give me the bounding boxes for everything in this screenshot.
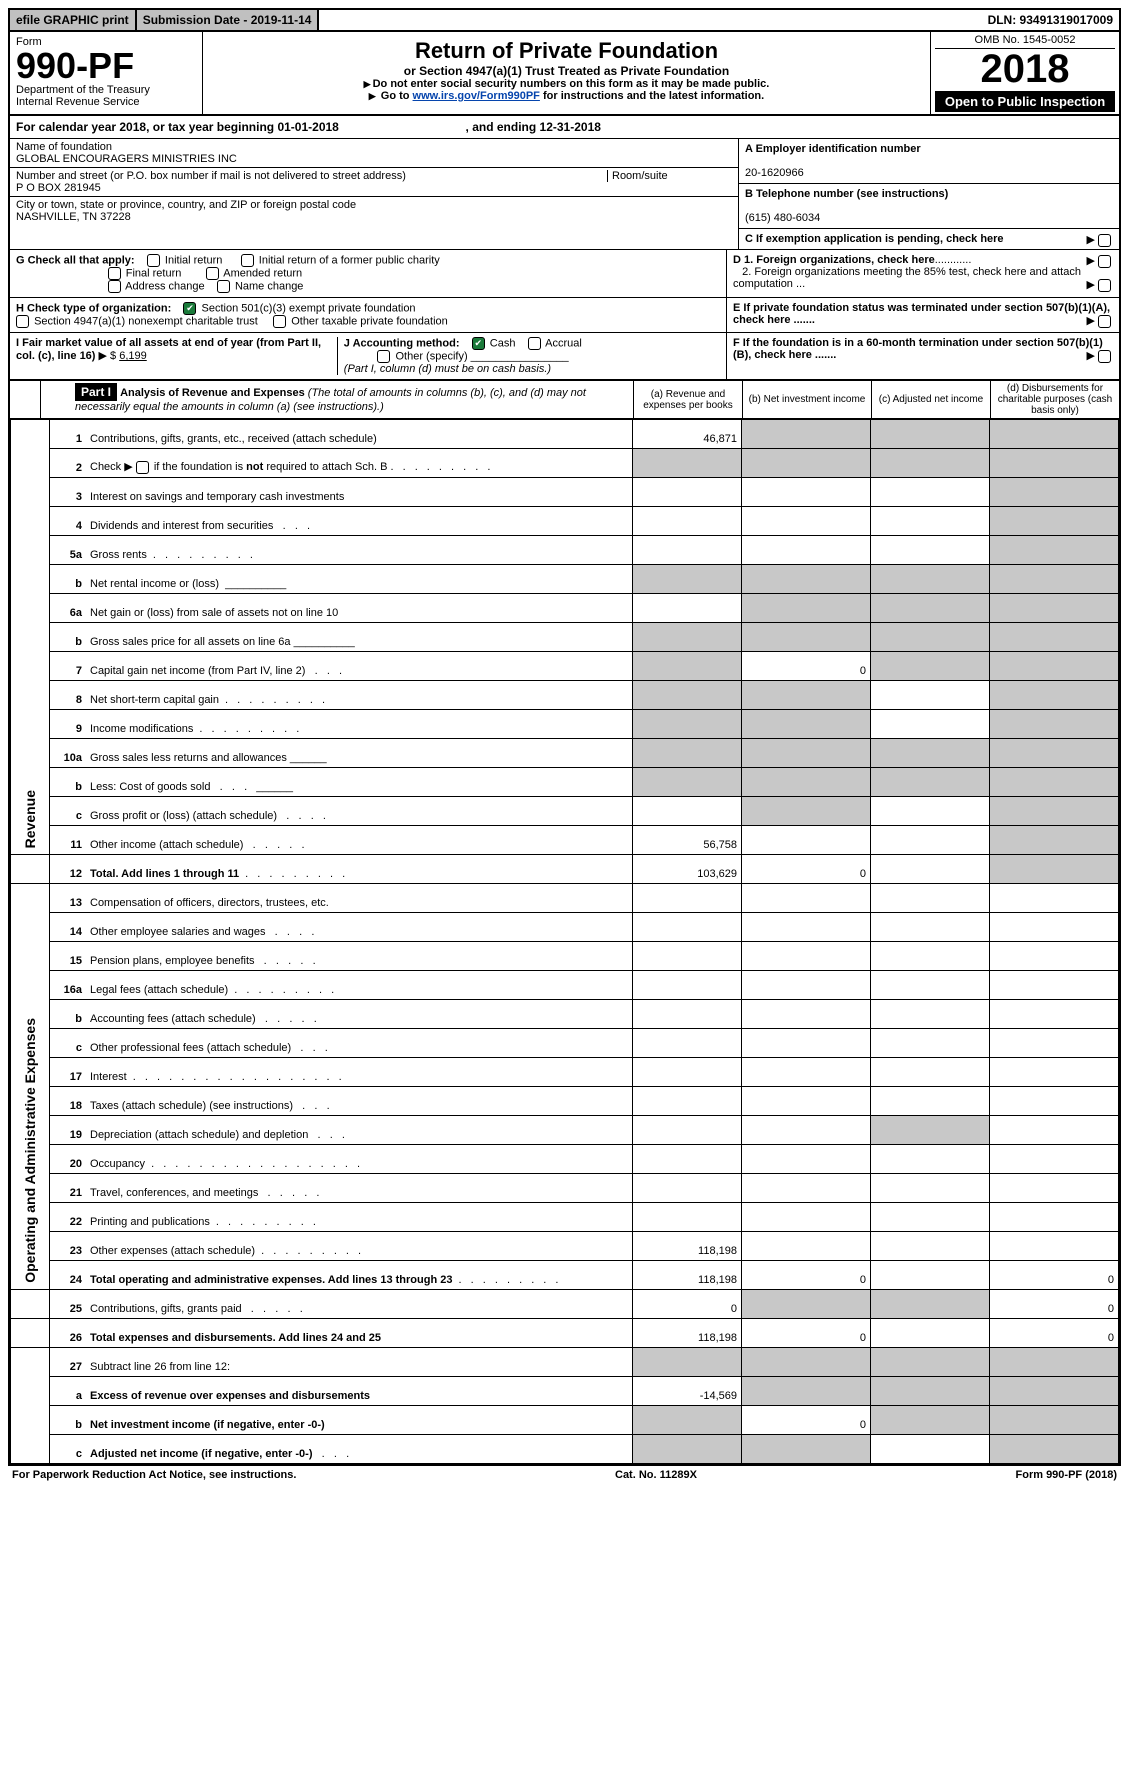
checkbox-initial-former[interactable] [241,254,254,267]
section-h-e: H Check type of organization: ✔ Section … [10,298,1119,333]
form-number: 990-PF [16,48,196,84]
section-e: E If private foundation status was termi… [726,298,1119,332]
checkbox-name-change[interactable] [217,280,230,293]
fmv-value: 6,199 [119,350,147,362]
irs-link[interactable]: www.irs.gov/Form990PF [413,90,540,102]
section-i: I Fair market value of all assets at end… [16,337,338,375]
expenses-side-label: Operating and Administrative Expenses [22,1018,38,1283]
header-left: Form 990-PF Department of the Treasury I… [10,32,203,114]
footer: For Paperwork Reduction Act Notice, see … [8,1466,1121,1484]
checkbox-4947[interactable] [16,315,29,328]
header-right: OMB No. 1545-0052 2018 Open to Public In… [930,32,1119,114]
exemption-cell: C If exemption application is pending, c… [739,229,1119,249]
section-ij: I Fair market value of all assets at end… [10,333,726,379]
street-cell: Number and street (or P.O. box number if… [10,168,738,197]
checkbox-other-taxable[interactable] [273,315,286,328]
room-suite-label: Room/suite [607,170,732,182]
section-g: G Check all that apply: Initial return I… [10,250,726,297]
arrow-icon [369,90,378,102]
form-footer-id: Form 990-PF (2018) [1016,1469,1118,1481]
checkbox-501c3[interactable]: ✔ [183,302,196,315]
instruction-1: Do not enter social security numbers on … [209,78,924,90]
section-ijf: I Fair market value of all assets at end… [10,333,1119,381]
checkbox-f[interactable] [1098,350,1111,363]
col-a-header: (a) Revenue and expenses per books [633,381,742,418]
col-b-header: (b) Net investment income [742,381,871,418]
form-header: Form 990-PF Department of the Treasury I… [10,32,1119,116]
irs-label: Internal Revenue Service [16,96,196,108]
header-center: Return of Private Foundation or Section … [203,32,930,114]
open-public-badge: Open to Public Inspection [935,91,1115,112]
form-title: Return of Private Foundation [209,38,924,64]
dept-treasury: Department of the Treasury [16,84,196,96]
lines-table: Revenue 1Contributions, gifts, grants, e… [10,420,1119,1464]
section-f: F If the foundation is in a 60-month ter… [726,333,1119,379]
calendar-year-row: For calendar year 2018, or tax year begi… [10,116,1119,139]
col-d-header: (d) Disbursements for charitable purpose… [990,381,1119,418]
checkbox-e[interactable] [1098,315,1111,328]
top-bar: efile GRAPHIC print Submission Date - 20… [10,10,1119,32]
revenue-side-label: Revenue [22,790,38,848]
city-state-zip: NASHVILLE, TN 37228 [16,211,131,223]
submission-date: Submission Date - 2019-11-14 [137,10,320,30]
dln-number: DLN: 93491319017009 [982,10,1119,30]
phone-cell: B Telephone number (see instructions) (6… [739,184,1119,229]
checkbox-final-return[interactable] [108,267,121,280]
foundation-name-cell: Name of foundation GLOBAL ENCOURAGERS MI… [10,139,738,168]
checkbox-cash[interactable]: ✔ [472,337,485,350]
checkbox-d1[interactable] [1098,255,1111,268]
ein-cell: A Employer identification number 20-1620… [739,139,1119,184]
tax-year: 2018 [935,49,1115,89]
instruction-2: Go to www.irs.gov/Form990PF for instruct… [209,90,924,102]
checkbox-accrual[interactable] [528,337,541,350]
street-address: P O BOX 281945 [16,182,101,194]
checkbox-sch-b[interactable] [136,461,149,474]
cat-number: Cat. No. 11289X [615,1469,697,1481]
efile-button[interactable]: efile GRAPHIC print [10,10,137,30]
part1-label: Part I [75,383,117,401]
city-cell: City or town, state or province, country… [10,197,738,225]
part1-title: Analysis of Revenue and Expenses [120,387,305,399]
checkbox-amended[interactable] [206,267,219,280]
checkbox-other-method[interactable] [377,350,390,363]
part1-header: Part I Analysis of Revenue and Expenses … [10,381,1119,420]
col-c-header: (c) Adjusted net income [871,381,990,418]
foundation-name: GLOBAL ENCOURAGERS MINISTRIES INC [16,153,237,165]
form-subtitle: or Section 4947(a)(1) Trust Treated as P… [209,64,924,78]
paperwork-notice: For Paperwork Reduction Act Notice, see … [12,1469,296,1481]
section-j: J Accounting method: ✔ Cash Accrual Othe… [338,337,720,375]
checkbox-d2[interactable] [1098,279,1111,292]
section-d: D 1. Foreign organizations, check here..… [726,250,1119,297]
section-h: H Check type of organization: ✔ Section … [10,298,726,332]
address-block: Name of foundation GLOBAL ENCOURAGERS MI… [10,139,1119,250]
ein-value: 20-1620966 [745,167,804,179]
form-container: efile GRAPHIC print Submission Date - 20… [8,8,1121,1466]
checkbox-initial-return[interactable] [147,254,160,267]
section-g-d: G Check all that apply: Initial return I… [10,250,1119,298]
checkbox-address-change[interactable] [108,280,121,293]
phone-value: (615) 480-6034 [745,212,820,224]
checkbox-c[interactable] [1098,234,1111,247]
